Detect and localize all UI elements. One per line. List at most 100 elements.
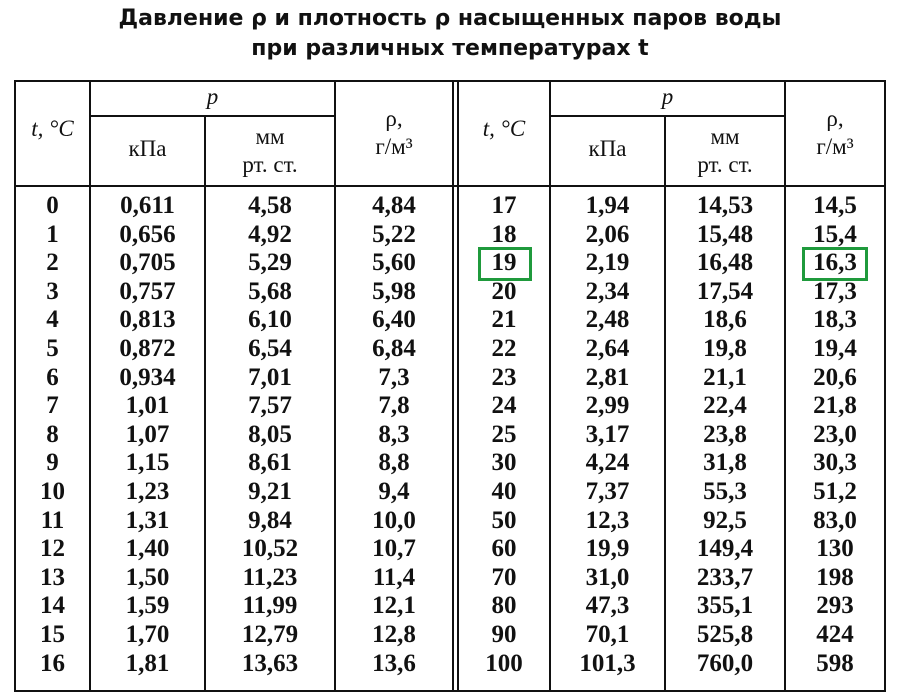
table-cell: 424 — [816, 621, 854, 648]
table-cell: 12,8 — [372, 621, 416, 648]
table-cell: 10 — [40, 478, 65, 505]
table-cell: 11,23 — [242, 563, 298, 591]
header-rho: ρ, — [826, 106, 844, 131]
rule — [15, 80, 885, 82]
table-cell: 7 — [46, 392, 59, 420]
table-cell: 9 — [46, 449, 59, 477]
table-cell: 83,0 — [813, 506, 857, 534]
table-cell: 31,8 — [703, 449, 747, 477]
table-cell: 19,4 — [813, 335, 857, 362]
table-cell: 22,4 — [703, 392, 747, 420]
rule — [884, 80, 886, 692]
table-cell: 3,17 — [585, 420, 630, 448]
title-line: при различных температурах t — [251, 36, 649, 61]
table-cell: 8 — [46, 420, 59, 448]
table-cell: 50 — [491, 506, 517, 534]
table-cell: 293 — [816, 592, 854, 620]
header-kpa: кПа — [128, 136, 167, 161]
rule — [15, 690, 885, 692]
rule — [14, 80, 16, 692]
table-cell: 5 — [46, 335, 59, 362]
table-cell: 70 — [491, 563, 517, 591]
table-cell: 1,50 — [125, 563, 170, 591]
table-cell: 17,3 — [813, 277, 857, 305]
table-cell: 30 — [491, 449, 517, 477]
table-cell: 2,99 — [585, 392, 630, 420]
table-cell: 10,0 — [372, 506, 416, 534]
table-cell: 9,4 — [378, 478, 410, 505]
table-cell: 6,40 — [372, 306, 416, 334]
table-cell: 0 — [46, 192, 59, 219]
table-cell: 2,81 — [585, 363, 630, 391]
table-cell: 149,4 — [696, 535, 754, 563]
table-cell: 0,757 — [119, 277, 176, 305]
table-cell: 11,99 — [242, 592, 298, 620]
table-cell: 55,3 — [703, 478, 747, 505]
table-cell: 5,29 — [248, 249, 292, 277]
header-t: t, °C — [482, 116, 526, 141]
table-cell: 10,52 — [241, 535, 299, 563]
table-cell: 19,8 — [703, 335, 747, 362]
table-cell: 14,53 — [696, 192, 754, 219]
table-cell: 7,8 — [378, 392, 410, 420]
table-cell: 15,48 — [696, 220, 754, 248]
header-kpa: кПа — [588, 136, 627, 161]
table-cell: 2,19 — [585, 249, 630, 277]
table-cell: 130 — [816, 535, 854, 563]
table-cell: 1,31 — [125, 506, 170, 534]
table-cell: 6,54 — [248, 335, 292, 362]
table-cell: 18 — [491, 220, 517, 248]
header-rho: г/м³ — [816, 134, 854, 159]
table-cell: 18,6 — [703, 306, 747, 334]
table-cell: 40 — [491, 478, 517, 505]
table-cell: 0,813 — [119, 306, 176, 334]
table-cell: 16,3 — [813, 249, 857, 277]
rule — [550, 115, 785, 117]
table-cell: 1,59 — [125, 592, 170, 620]
table-cell: 5,68 — [248, 277, 292, 305]
table-cell: 24 — [491, 392, 517, 420]
header-t: t, °C — [31, 116, 74, 141]
table-cell: 13,6 — [372, 649, 416, 677]
table-cell: 22 — [491, 335, 517, 362]
table-cell: 51,2 — [813, 478, 857, 505]
table-cell: 0,934 — [119, 363, 176, 391]
table-cell: 12,1 — [372, 592, 416, 620]
table-cell: 8,05 — [248, 420, 292, 448]
table-cell: 9,84 — [248, 506, 292, 534]
table-cell: 13 — [40, 563, 65, 591]
header-p: p — [661, 84, 674, 109]
header-mm: рт. ст. — [697, 152, 753, 177]
table-cell: 5,98 — [372, 277, 416, 305]
table-cell: 23,0 — [813, 420, 857, 448]
highlight-box — [802, 247, 868, 281]
table-cell: 12 — [40, 535, 65, 563]
table-cell: 1,23 — [125, 478, 170, 505]
table-cell: 13,63 — [241, 649, 299, 677]
table-cell: 8,8 — [378, 449, 410, 477]
table-cell: 0,611 — [120, 192, 175, 219]
rule — [204, 115, 206, 692]
table-cell: 31,0 — [585, 563, 630, 591]
table-cell: 10,7 — [372, 535, 416, 563]
table-cell: 233,7 — [696, 563, 754, 591]
rule — [664, 115, 666, 692]
table-cell: 70,1 — [585, 621, 630, 648]
header-p: p — [206, 84, 219, 109]
table-cell: 30,3 — [813, 449, 857, 477]
table-cell: 19,9 — [585, 535, 630, 563]
table-cell: 9,21 — [248, 478, 292, 505]
rule — [784, 80, 786, 692]
table-cell: 4,92 — [248, 220, 292, 248]
table-cell: 1,81 — [125, 649, 170, 677]
table-cell: 2 — [46, 249, 59, 277]
table-cell: 23 — [491, 363, 517, 391]
table-cell: 90 — [491, 621, 517, 648]
table-cell: 16,48 — [696, 249, 754, 277]
table-cell: 15 — [40, 621, 65, 648]
table-cell: 21,8 — [813, 392, 857, 420]
rule — [549, 80, 551, 692]
table-cell: 47,3 — [585, 592, 630, 620]
table-cell: 2,48 — [585, 306, 630, 334]
table-cell: 4 — [46, 306, 59, 334]
